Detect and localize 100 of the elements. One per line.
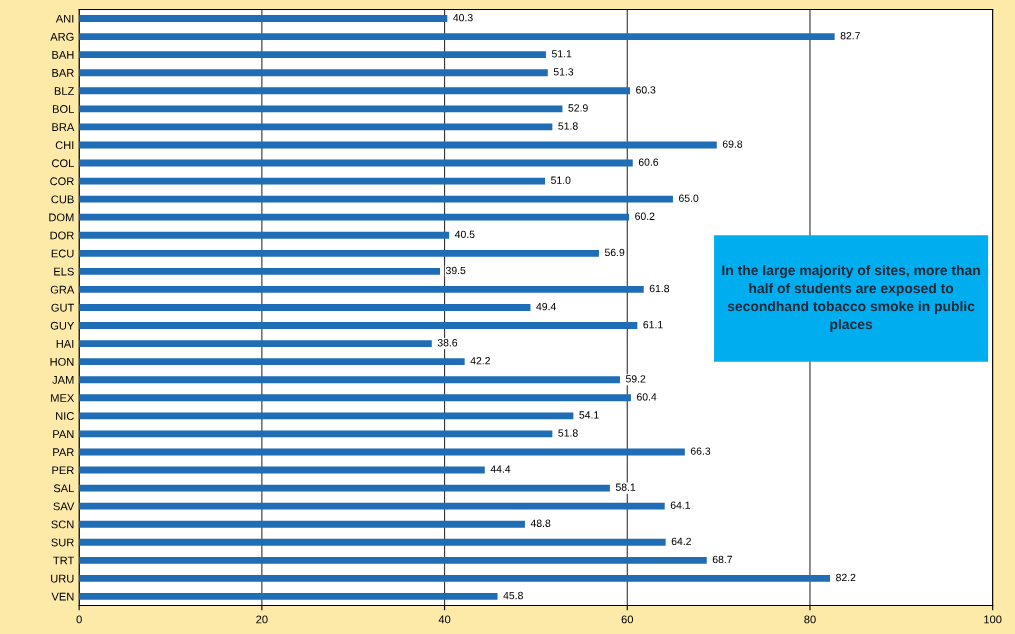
bar — [79, 358, 465, 366]
data-label: 40.3 — [453, 13, 473, 22]
data-label: 56.9 — [604, 248, 625, 257]
y-tick-label: JAM — [52, 376, 74, 384]
bar — [79, 593, 498, 600]
bar — [79, 195, 673, 203]
y-tick-label: TRT — [53, 556, 75, 565]
data-label: 68.7 — [712, 555, 733, 564]
y-tick-label: HON — [50, 357, 74, 366]
data-label: 40.5 — [454, 230, 475, 239]
data-label: 59.2 — [625, 375, 646, 383]
data-label: 60.4 — [637, 393, 657, 401]
bar — [79, 33, 835, 41]
y-tick-label: CUB — [51, 195, 74, 204]
x-tick-label: 0 — [76, 615, 82, 624]
y-tick-label: GRA — [50, 285, 75, 294]
bar — [79, 394, 631, 402]
bar — [79, 538, 666, 546]
bar — [79, 87, 631, 95]
data-label: 61.1 — [643, 320, 663, 329]
y-tick-label: COL — [52, 159, 74, 168]
y-tick-label: BLZ — [54, 87, 74, 95]
bar — [79, 249, 599, 257]
data-label: 42.2 — [470, 357, 490, 365]
bar — [79, 556, 707, 564]
data-label: 60.2 — [635, 212, 655, 220]
bar — [79, 376, 620, 384]
y-tick-label: ELS — [54, 267, 74, 276]
x-tick-label: 40 — [438, 615, 451, 624]
y-tick-label: PER — [52, 466, 74, 475]
y-tick-label: BRA — [52, 123, 75, 131]
bar — [79, 574, 831, 582]
x-tick-label: 60 — [621, 615, 634, 624]
y-tick-label: BAR — [52, 69, 74, 77]
y-tick-label: MEX — [51, 394, 75, 402]
data-label: 58.1 — [615, 483, 636, 491]
data-label: 38.6 — [437, 339, 458, 347]
data-label: 60.3 — [636, 86, 656, 94]
data-label: 51.8 — [558, 122, 578, 130]
data-label: 45.8 — [503, 591, 523, 600]
data-label: 65.0 — [679, 194, 699, 202]
y-tick-label: GUT — [51, 303, 75, 312]
bar — [79, 123, 553, 131]
y-tick-label: COR — [50, 177, 74, 186]
bar — [79, 267, 440, 275]
data-label: 49.4 — [536, 302, 556, 311]
bar — [79, 304, 531, 311]
annotation: In the large majority of sites, more than half of students are exposed to secondhand tobacco smoke in public places — [722, 264, 980, 332]
bar — [79, 105, 563, 113]
bar — [79, 69, 548, 77]
y-tick-label: SAL — [53, 484, 74, 493]
y-tick-label: PAR — [53, 448, 74, 456]
y-tick-label: VEN — [51, 592, 74, 601]
data-label: 51.0 — [551, 176, 571, 184]
x-tick-label: 20 — [256, 615, 268, 624]
y-tick-label: BAH — [52, 51, 74, 59]
y-tick-label: ARG — [50, 32, 74, 41]
bar — [79, 430, 553, 438]
bar — [79, 213, 630, 221]
bar — [79, 286, 644, 293]
data-label: 44.4 — [490, 465, 511, 473]
data-label: 64.1 — [670, 501, 691, 509]
data-label: 48.8 — [530, 519, 551, 527]
y-tick-label: BOL — [52, 105, 74, 113]
data-label: 54.1 — [579, 411, 599, 419]
y-tick-label: DOM — [49, 213, 74, 222]
bar — [79, 51, 546, 59]
bar — [79, 520, 525, 528]
data-label: 64.2 — [671, 537, 691, 546]
y-tick-label: SCN — [51, 520, 74, 529]
y-tick-label: SUR — [51, 538, 74, 547]
bar — [79, 231, 450, 239]
y-tick-label: NIC — [56, 412, 74, 420]
bar — [79, 502, 665, 510]
data-label: 69.8 — [722, 140, 743, 148]
y-tick-label: DOR — [50, 231, 74, 240]
bar — [79, 340, 432, 348]
data-label: 66.3 — [690, 447, 711, 455]
x-tick-label: 80 — [804, 615, 816, 624]
data-label: 51.8 — [558, 429, 578, 437]
y-tick-label: HAI — [56, 339, 74, 348]
bar — [79, 177, 546, 185]
bar — [79, 15, 448, 22]
bar — [79, 322, 638, 329]
bar — [79, 412, 574, 420]
data-label: 51.3 — [553, 68, 574, 76]
data-label: 51.1 — [551, 50, 572, 58]
data-label: 61.8 — [649, 284, 670, 293]
y-tick-label: CHI — [55, 141, 74, 150]
y-tick-label: ANI — [55, 14, 74, 23]
x-tick-label: 100 — [984, 615, 1002, 624]
y-tick-label: PAN — [53, 430, 74, 438]
data-label: 82.7 — [840, 32, 860, 40]
y-tick-label: URU — [51, 574, 74, 583]
data-label: 82.2 — [836, 573, 856, 582]
y-tick-label: SAV — [53, 502, 75, 511]
y-tick-label: ECU — [51, 249, 74, 258]
data-label: 60.6 — [638, 158, 659, 166]
bar — [79, 484, 610, 492]
y-tick-label: GUY — [50, 321, 75, 330]
